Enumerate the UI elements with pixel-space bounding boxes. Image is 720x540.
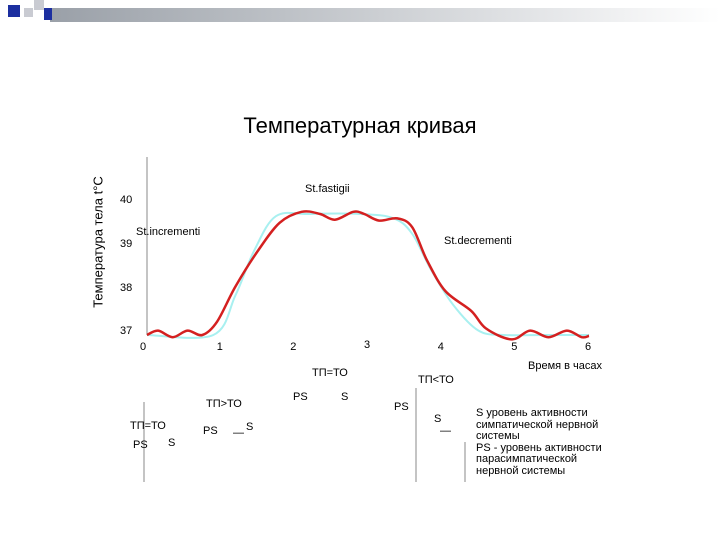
- balance-stage2-label: ТП>ТО: [206, 398, 242, 410]
- temperature-curve-red: [146, 210, 590, 341]
- ps-marker: PS: [133, 439, 148, 451]
- stage-increment-label: St.incrementi: [136, 226, 201, 238]
- legend: S уровень активности симпатической нервн…: [476, 407, 602, 477]
- deco-square-gray: [24, 8, 33, 17]
- x-tick-label: 5: [511, 341, 517, 353]
- x-tick-label: 2: [290, 341, 296, 353]
- balance-stage4-label: ТП<ТО: [418, 374, 454, 386]
- x-tick-label: 1: [217, 341, 223, 353]
- deco-square-blue: [8, 5, 20, 17]
- header-decoration: [8, 0, 720, 22]
- ps-marker: PS: [394, 401, 409, 413]
- x-tick-label: 6: [585, 341, 591, 353]
- y-tick-label: 40: [120, 194, 132, 206]
- balance-stage3-label: ТП=ТО: [312, 367, 348, 379]
- x-axis-label: Время в часах: [528, 360, 603, 372]
- legend-line: S уровень активности: [476, 407, 588, 419]
- x-tick-label: 4: [438, 341, 444, 353]
- s-marker: S: [246, 421, 254, 433]
- s-marker: S: [341, 391, 349, 403]
- s-marker: S: [434, 413, 442, 425]
- temperature-curve-cyan: [146, 211, 589, 339]
- legend-line: PS - уровень активности: [476, 441, 602, 454]
- legend-line: системы: [476, 430, 520, 442]
- legend-line: нервной системы: [476, 464, 566, 477]
- ps-marker: PS: [203, 425, 218, 437]
- y-tick-label: 37: [120, 325, 132, 337]
- ps-marker: PS: [293, 391, 308, 403]
- y-tick-label: 38: [120, 282, 132, 294]
- deco-square-blue: [44, 8, 52, 20]
- deco-square-gray: [34, 0, 44, 10]
- legend-line: парасимпатической: [476, 453, 578, 465]
- balance-stage1-label: ТП=ТО: [130, 420, 166, 432]
- dash-marker: —: [233, 427, 244, 439]
- x-tick-label: 0: [140, 341, 146, 353]
- s-marker: S: [168, 437, 176, 449]
- dash-marker: —: [440, 425, 451, 437]
- stage-decrement-label: St.decrementi: [444, 235, 512, 247]
- stage-fastigii-label: St.fastigii: [305, 183, 350, 195]
- chart-title: Температурная кривая: [243, 113, 477, 138]
- y-tick-label: 39: [120, 238, 132, 250]
- legend-line: симпатической нервной: [476, 418, 599, 431]
- x-tick-label: 3: [364, 339, 370, 351]
- header-gradient-bar: [50, 8, 720, 22]
